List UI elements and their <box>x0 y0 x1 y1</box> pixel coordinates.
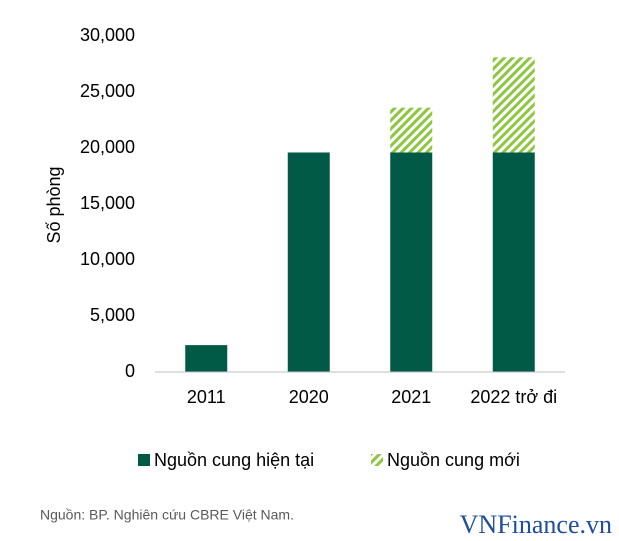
y-tick-label: 10,000 <box>80 249 135 269</box>
bar <box>185 345 228 372</box>
y-tick-label: 15,000 <box>80 193 135 213</box>
watermark: VNFinance.vn <box>460 510 612 539</box>
bar <box>390 107 433 153</box>
bar <box>492 57 535 153</box>
legend-label: Nguồn cung mới <box>387 450 520 470</box>
y-tick-label: 5,000 <box>90 305 135 325</box>
x-tick-label: 2021 <box>391 387 432 407</box>
legend-marker <box>371 454 383 466</box>
y-tick-label: 20,000 <box>80 137 135 157</box>
bar <box>390 152 433 372</box>
legend-marker <box>138 454 150 466</box>
legend-label: Nguồn cung hiện tại <box>154 450 314 470</box>
x-tick-label: 2011 <box>186 387 226 407</box>
y-axis-title: Số phòng <box>44 166 64 243</box>
source: Nguồn: BP. Nghiên cứu CBRE Việt Nam. <box>40 507 294 523</box>
y-tick-label: 25,000 <box>80 81 135 101</box>
bar <box>492 152 535 372</box>
y-tick-label: 0 <box>125 361 135 381</box>
bar <box>287 152 330 372</box>
x-tick-label: 2022 trở đi <box>470 387 558 407</box>
x-tick-label: 2020 <box>288 387 329 407</box>
y-tick-label: 30,000 <box>80 25 135 45</box>
